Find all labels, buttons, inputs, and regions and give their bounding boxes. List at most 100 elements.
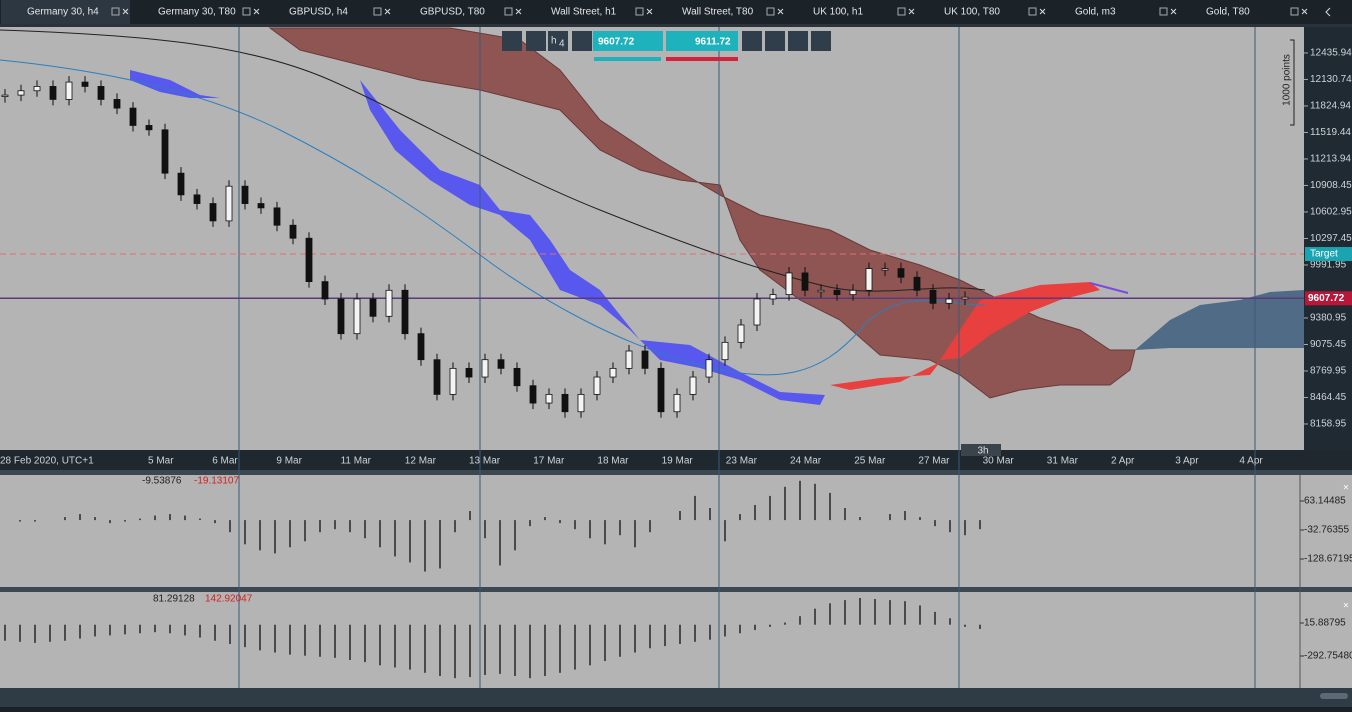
indicator-readout: -9.53876 xyxy=(142,476,182,487)
tab-detach[interactable] xyxy=(1028,7,1037,16)
tab[interactable] xyxy=(1180,0,1309,24)
tab-detach[interactable] xyxy=(766,7,775,16)
tool-button[interactable] xyxy=(526,31,546,51)
theme-button[interactable] xyxy=(788,31,808,51)
close-indicator[interactable]: × xyxy=(1343,483,1349,494)
candle xyxy=(817,289,825,293)
x-tick-label: 4 Apr xyxy=(1239,456,1263,467)
y-tick-label: 10297.45 xyxy=(1310,233,1352,244)
tab-detach[interactable] xyxy=(373,7,382,16)
tab[interactable] xyxy=(1,0,130,24)
tab[interactable] xyxy=(656,0,785,24)
y-tick-label: 12435.94 xyxy=(1310,48,1352,59)
cloud xyxy=(830,282,1100,390)
tab-detach[interactable] xyxy=(1159,7,1168,16)
candle xyxy=(625,350,633,369)
candle xyxy=(369,298,377,317)
tab-close[interactable] xyxy=(777,8,784,15)
tab-detach[interactable] xyxy=(242,7,251,16)
scroll-arrow[interactable] xyxy=(1325,7,1331,17)
tab-close[interactable] xyxy=(515,8,522,15)
indicator-readout: 81.29128 xyxy=(153,594,195,605)
candle xyxy=(81,81,89,87)
buy-button[interactable] xyxy=(666,31,738,51)
x-tick-label: 12 Mar xyxy=(405,456,437,467)
candle xyxy=(193,194,201,204)
x-tick-label: 30 Mar xyxy=(983,456,1015,467)
candle xyxy=(833,289,841,296)
tab[interactable] xyxy=(1049,0,1178,24)
y-tick-label: 15.88795 xyxy=(1304,618,1346,629)
tab-detach[interactable] xyxy=(504,7,513,16)
x-tick-label: 9 Mar xyxy=(276,456,302,467)
timeframe: h xyxy=(551,36,557,47)
candle xyxy=(273,207,281,226)
indicator-pane xyxy=(0,475,1352,587)
tab-close[interactable] xyxy=(1301,8,1308,15)
tab[interactable] xyxy=(132,0,261,24)
pane-divider xyxy=(0,470,1352,475)
candle xyxy=(161,129,169,174)
indicator-button[interactable] xyxy=(765,31,785,51)
tab-close[interactable] xyxy=(1170,8,1177,15)
y-tick-label: 9075.45 xyxy=(1310,339,1347,350)
tab-close[interactable] xyxy=(1039,8,1046,15)
sell-price: 9607.72 xyxy=(598,37,635,48)
candle xyxy=(49,86,57,100)
tab[interactable] xyxy=(394,0,523,24)
tab-detach[interactable] xyxy=(897,7,906,16)
candle xyxy=(145,125,153,131)
candle xyxy=(1,94,9,97)
tab-label: GBPUSD, T80 xyxy=(420,7,485,18)
target-badge xyxy=(1305,247,1352,262)
tab[interactable] xyxy=(525,0,654,24)
tab-close[interactable] xyxy=(384,8,391,15)
chart-type-button[interactable] xyxy=(572,31,592,51)
x-tick-label: 28 Feb 2020, UTC+1 xyxy=(0,456,94,467)
candle xyxy=(705,359,713,378)
indicator-readout: 142.92047 xyxy=(205,594,253,605)
session-separators xyxy=(238,27,1256,688)
moving-average xyxy=(0,59,986,376)
candle xyxy=(337,298,345,335)
close-indicator[interactable]: × xyxy=(1343,601,1349,612)
tab-divider xyxy=(0,24,1352,27)
tab-detach[interactable] xyxy=(1290,7,1299,16)
template-button[interactable] xyxy=(811,31,831,51)
y-tick-label: 11519.44 xyxy=(1310,127,1351,138)
tab-close[interactable] xyxy=(646,8,653,15)
tab-detach[interactable] xyxy=(635,7,644,16)
candle xyxy=(465,367,473,378)
tab-detach[interactable] xyxy=(111,7,120,16)
scrollbar[interactable] xyxy=(1320,693,1348,699)
x-tick-label: 25 Mar xyxy=(854,456,886,467)
candle xyxy=(961,296,969,300)
list-button[interactable] xyxy=(742,31,762,51)
tab[interactable] xyxy=(918,0,1047,24)
candle xyxy=(177,172,185,196)
tab[interactable] xyxy=(263,0,392,24)
tab-close[interactable] xyxy=(908,8,915,15)
period-marker-label: 3h xyxy=(977,446,988,457)
zoom-button[interactable] xyxy=(502,31,522,51)
x-tick-label: 24 Mar xyxy=(790,456,822,467)
price-axis xyxy=(1304,27,1352,450)
tab-close[interactable] xyxy=(253,8,260,15)
y-tick-label: 10908.45 xyxy=(1310,180,1352,191)
candle xyxy=(593,376,601,395)
x-tick-label: 2 Apr xyxy=(1111,456,1135,467)
timeframe-button[interactable] xyxy=(548,31,568,51)
sell-underline xyxy=(594,57,661,61)
y-tick-label: 9991.95 xyxy=(1310,260,1347,271)
tab-close[interactable] xyxy=(122,8,129,15)
tab[interactable] xyxy=(787,0,916,24)
candle xyxy=(305,237,313,283)
indicator-pane xyxy=(0,592,1352,688)
candle xyxy=(769,294,777,300)
candle xyxy=(289,224,297,239)
sell-button[interactable] xyxy=(593,31,663,51)
candle xyxy=(17,90,25,96)
candle xyxy=(577,393,585,413)
date-axis xyxy=(0,450,1352,470)
candle xyxy=(241,185,249,204)
